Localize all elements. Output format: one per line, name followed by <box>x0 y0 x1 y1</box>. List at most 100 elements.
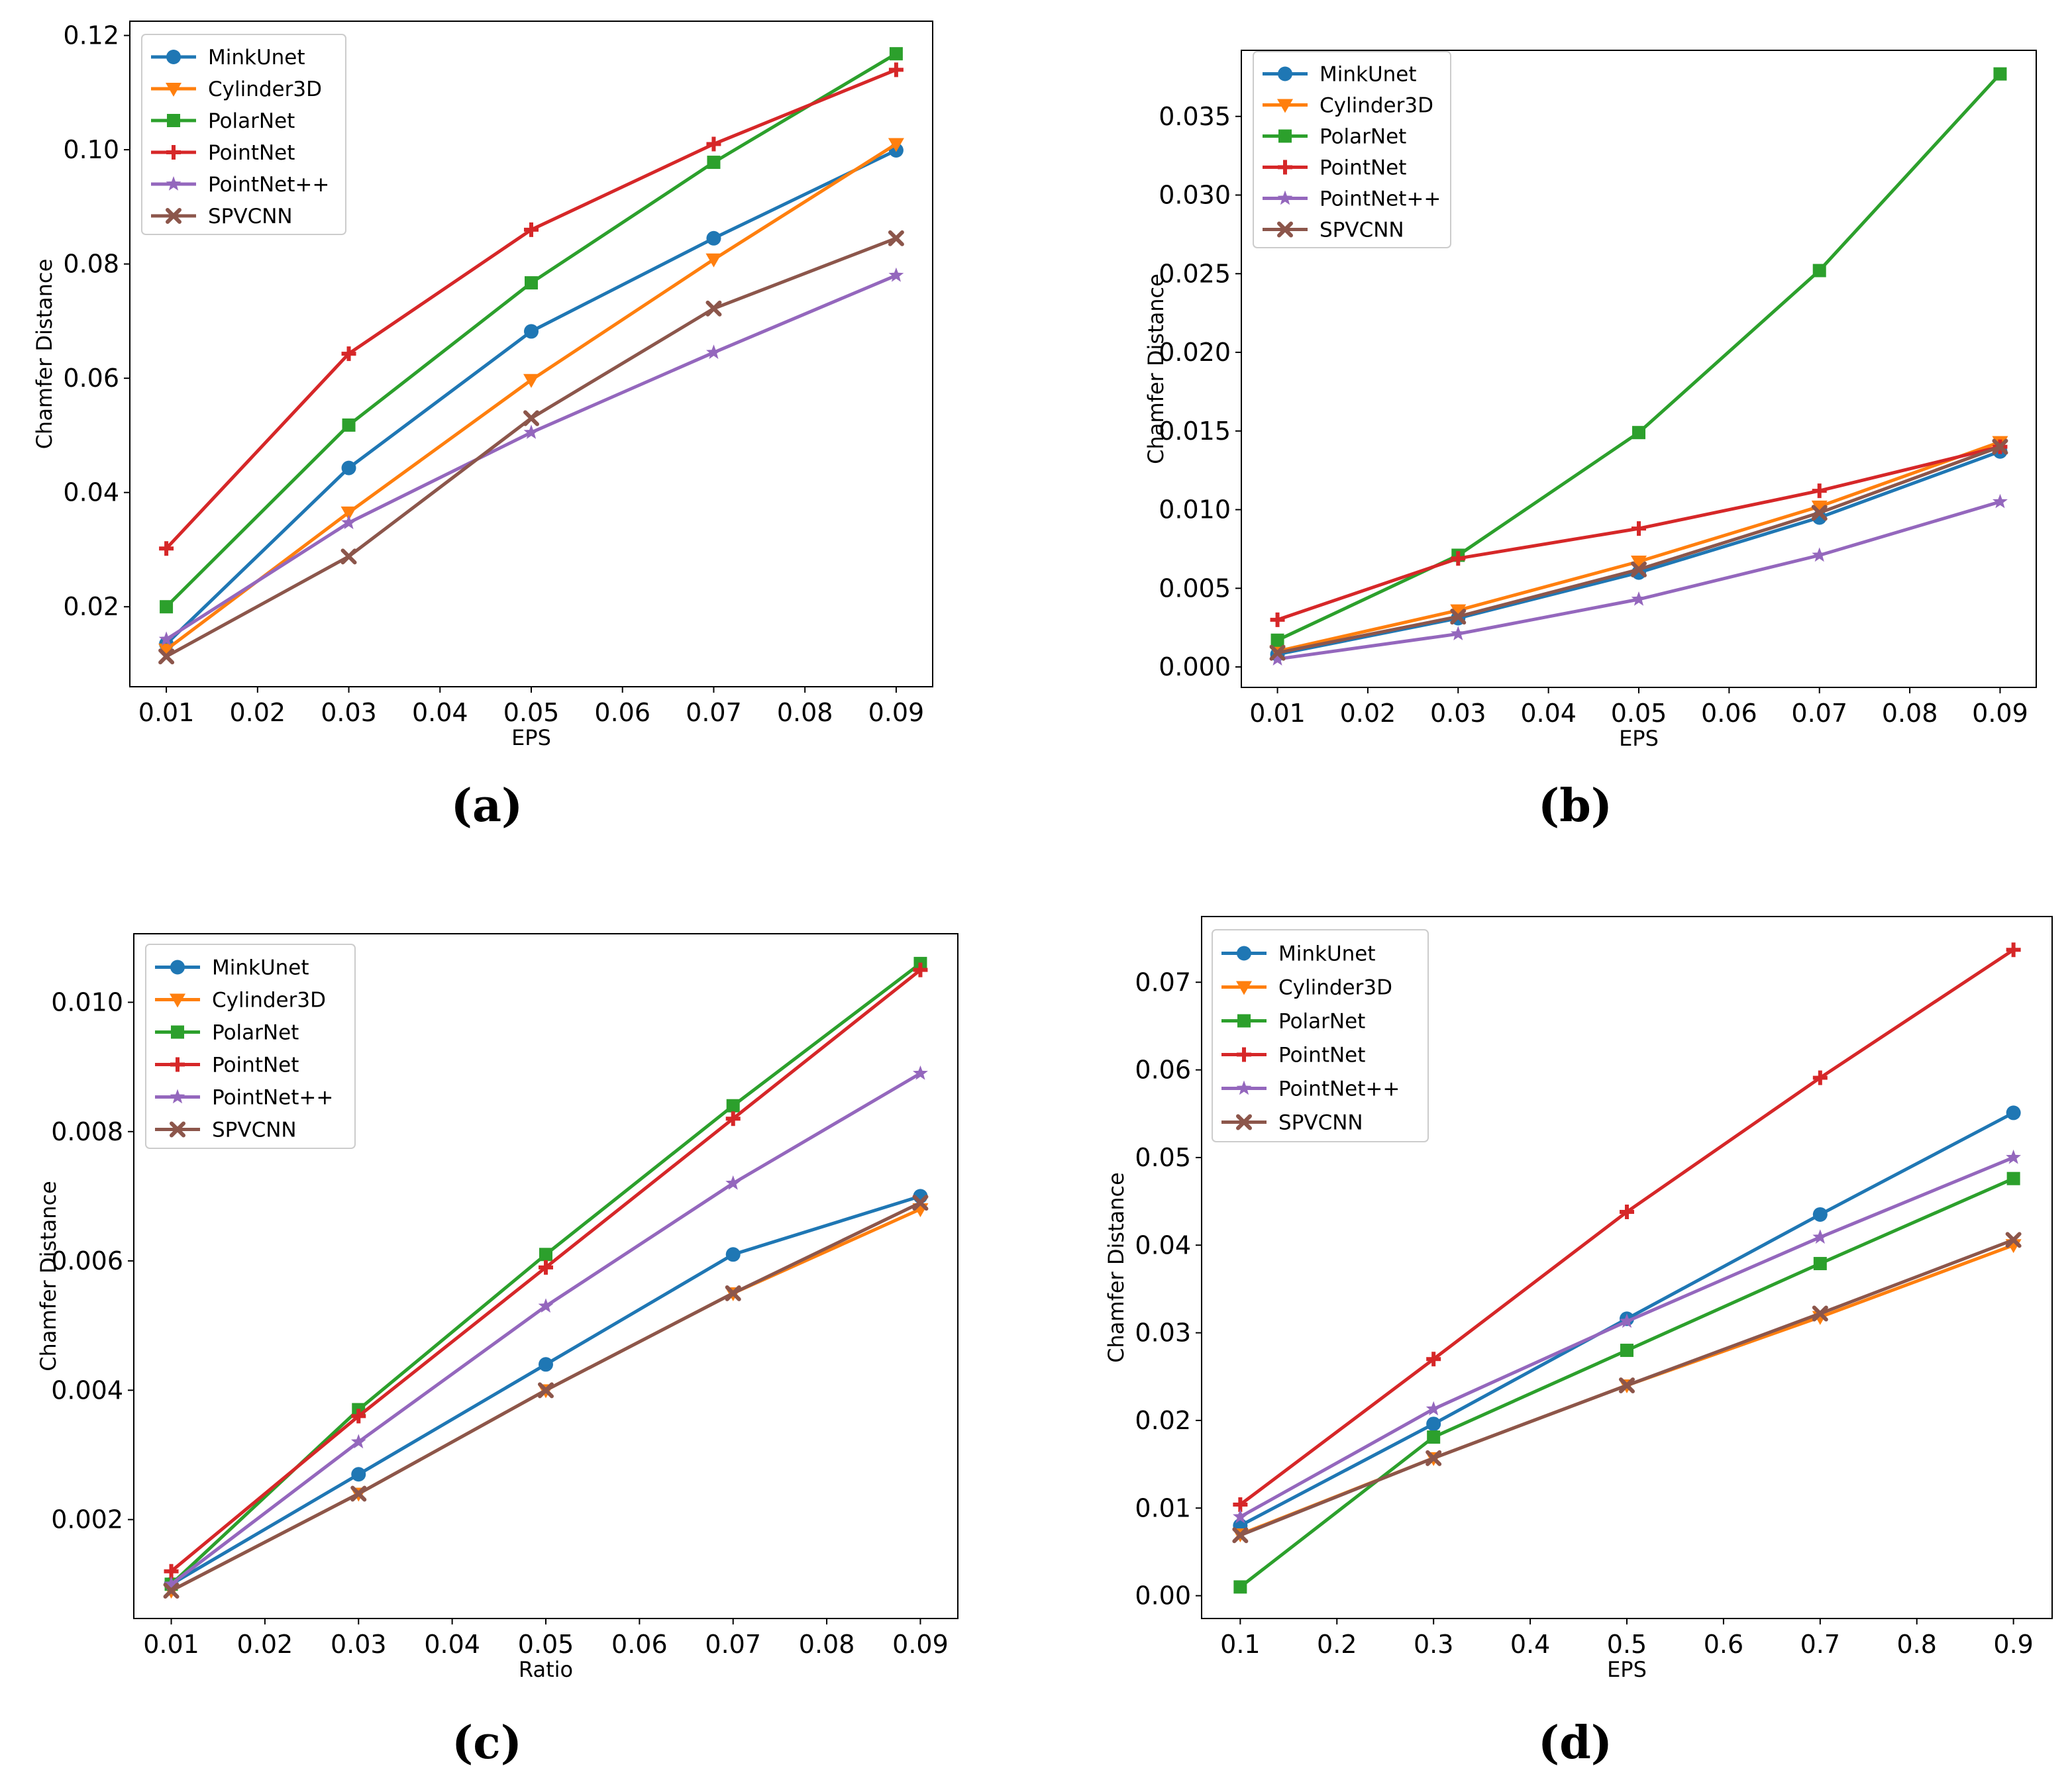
legend-label: PointNet++ <box>1320 187 1441 211</box>
data-point-pointnetplusplus <box>888 267 904 282</box>
data-point-spvcnn <box>725 1285 741 1301</box>
y-tick-label: 0.02 <box>1135 1406 1191 1435</box>
legend-label: SPVCNN <box>1278 1111 1363 1135</box>
series-pointnetplusplus <box>1233 1149 2021 1524</box>
data-point-pointnetplusplus <box>538 1298 554 1313</box>
y-tick-label: 0.015 <box>1159 417 1231 446</box>
x-tick-label: 0.09 <box>1972 699 2028 728</box>
y-tick-label: 0.004 <box>51 1375 123 1405</box>
legend-marker <box>1236 1080 1252 1095</box>
legend-label: PolarNet <box>1320 125 1406 149</box>
data-point-polarnet <box>726 1099 740 1113</box>
data-point-pointnetplusplus <box>706 344 721 360</box>
data-point-pointnet <box>725 1111 741 1126</box>
x-tick-label: 0.9 <box>1993 1630 2033 1659</box>
legend-label: PolarNet <box>212 1021 299 1045</box>
data-point-pointnetplusplus <box>164 1576 179 1591</box>
legend-marker <box>166 176 181 191</box>
series-pointnet <box>1233 942 2021 1512</box>
x-axis-label: Ratio <box>519 1657 573 1682</box>
legend-item-polarnet: PolarNet <box>1221 1010 1365 1034</box>
chart-panel-d: 0.1 0.2 0.3 0.4 0.5 0.6 0.7 0.8 0.9 0.00 0.01 0.02 0… <box>1104 916 2053 1769</box>
data-point-pointnet <box>1451 551 1466 566</box>
series-cylinder3d <box>1269 436 2008 660</box>
data-point-polarnet <box>1427 1430 1441 1444</box>
x-tick-label: 0.3 <box>1414 1630 1453 1659</box>
legend-item-minkunet: MinkUnet <box>1221 942 1376 966</box>
data-point-polarnet <box>889 47 903 61</box>
y-tick-label: 0.020 <box>1159 338 1231 367</box>
x-tick-label: 0.2 <box>1317 1630 1357 1659</box>
y-tick-label: 0.030 <box>1159 181 1231 210</box>
legend-label: Cylinder3D <box>1278 976 1392 1000</box>
data-point-cylinder3d <box>705 253 722 268</box>
legend-item-polarnet: PolarNet <box>1263 125 1406 149</box>
legend-item-spvcnn: SPVCNN <box>1263 219 1404 242</box>
y-tick-label: 0.010 <box>1159 495 1231 524</box>
legend-label: MinkUnet <box>1278 942 1376 966</box>
data-point-spvcnn <box>1992 438 2008 455</box>
x-tick-label: 0.08 <box>777 698 833 727</box>
data-point-pointnet <box>1812 483 1827 499</box>
y-axis-label: Chamfer Distance <box>1104 1172 1129 1363</box>
legend-label: PointNet++ <box>212 1086 333 1110</box>
data-point-pointnet <box>888 62 904 77</box>
data-point-pointnetplusplus <box>1812 1229 1828 1244</box>
data-point-spvcnn <box>1450 609 1467 625</box>
y-tick-label: 0.000 <box>1159 652 1231 681</box>
legend-item-minkunet: MinkUnet <box>151 46 305 70</box>
series-spvcnn <box>1232 1232 2022 1544</box>
legend-item-pointnet: PointNet <box>1221 1044 1365 1068</box>
legend-marker <box>166 145 181 160</box>
legend: MinkUnet Cylinder3D PolarNet PointNet PointN… <box>145 944 356 1149</box>
data-point-pointnet <box>706 136 721 152</box>
y-tick-label: 0.025 <box>1159 259 1231 288</box>
legend-label: PointNet++ <box>208 173 329 197</box>
panel-caption: (b) <box>1538 779 1612 832</box>
legend-marker <box>166 50 181 64</box>
data-point-pointnetplusplus <box>158 631 174 646</box>
data-point-spvcnn <box>705 300 722 317</box>
x-axis-label: EPS <box>511 725 551 750</box>
data-point-pointnetplusplus <box>341 515 356 530</box>
legend-label: MinkUnet <box>212 956 309 980</box>
series-polarnet <box>1233 1171 2020 1594</box>
data-point-cylinder3d <box>888 138 904 152</box>
legend-item-spvcnn: SPVCNN <box>151 205 293 228</box>
data-point-pointnetplusplus <box>350 1434 366 1449</box>
x-axis-label: EPS <box>1619 726 1659 751</box>
y-axis-label: Chamfer Distance <box>36 1181 61 1371</box>
legend-item-polarnet: PolarNet <box>155 1021 299 1045</box>
y-tick-label: 0.03 <box>1135 1319 1191 1348</box>
y-tick-label: 0.08 <box>63 250 119 279</box>
y-tick-label: 0.002 <box>51 1505 123 1534</box>
legend-item-pointnetplusplus: PointNet++ <box>1221 1077 1400 1101</box>
legend-label: Cylinder3D <box>212 989 326 1013</box>
legend-item-minkunet: MinkUnet <box>155 956 309 980</box>
x-axis-label: EPS <box>1607 1657 1647 1682</box>
data-point-spvcnn <box>1425 1450 1442 1466</box>
legend-marker <box>170 1121 185 1138</box>
y-tick-label: 0.10 <box>63 135 119 164</box>
y-tick-label: 0.06 <box>63 364 119 393</box>
data-point-spvcnn <box>538 1382 554 1399</box>
y-tick-label: 0.010 <box>51 987 123 1017</box>
legend-marker <box>1278 129 1292 143</box>
data-point-spvcnn <box>912 1195 929 1211</box>
data-point-polarnet <box>2006 1171 2020 1185</box>
x-tick-label: 0.6 <box>1704 1630 1743 1659</box>
legend-marker <box>1277 221 1293 238</box>
data-point-spvcnn <box>1631 561 1647 577</box>
x-tick-label: 0.04 <box>1520 699 1577 728</box>
x-tick-label: 0.07 <box>1791 699 1847 728</box>
y-tick-label: 0.01 <box>1135 1493 1191 1522</box>
legend-item-pointnet: PointNet <box>155 1054 299 1077</box>
legend-marker <box>170 993 185 1008</box>
legend-marker <box>1237 1014 1251 1028</box>
legend-label: Cylinder3D <box>1320 94 1433 118</box>
x-tick-label: 0.02 <box>1340 699 1396 728</box>
x-tick-label: 0.07 <box>705 1630 761 1659</box>
legend-label: PointNet++ <box>1278 1077 1400 1101</box>
legend-label: PointNet <box>1278 1044 1365 1068</box>
legend-marker <box>170 960 185 975</box>
